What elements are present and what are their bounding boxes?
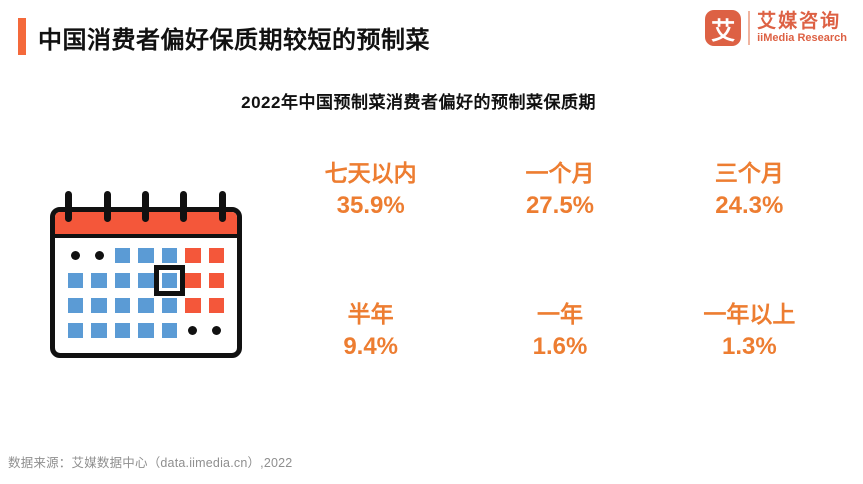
stat-label: 七天以内: [324, 160, 417, 186]
calendar-day-square: [91, 298, 107, 313]
calendar-pin: [218, 191, 226, 222]
calendar-selected-day: [153, 265, 186, 296]
stat-label: 一个月: [525, 160, 595, 186]
page-title: 中国消费者偏好保质期较短的预制菜: [38, 27, 430, 54]
calendar-day-square: [138, 273, 154, 288]
calendar-day-square: [185, 298, 201, 313]
calendar-pin: [180, 191, 188, 222]
stat-label: 三个月: [714, 160, 784, 186]
calendar-day-square: [91, 323, 107, 338]
calendar-day-square: [68, 298, 84, 313]
calendar-day-square: [138, 298, 154, 313]
calendar-day-square: [161, 298, 178, 313]
stat-value: 9.4%: [343, 333, 399, 360]
calendar-grid: [55, 238, 237, 346]
calendar-day-square: [91, 273, 107, 288]
stat-value: 27.5%: [525, 192, 595, 219]
stat-item-over1year: 一年以上 1.3%: [655, 299, 844, 363]
calendar-day-square: [208, 273, 224, 288]
calendar-dot: [185, 323, 200, 338]
calendar-day-square: [185, 273, 201, 288]
stat-value: 35.9%: [336, 192, 405, 219]
calendar-pin: [103, 191, 111, 222]
calendar-icon: [50, 191, 242, 361]
stat-label: 半年: [347, 301, 394, 327]
logo-name-cn: 艾媒咨询: [757, 11, 842, 32]
calendar-day-square: [185, 248, 201, 263]
stat-item-1month: 一个月 27.5%: [465, 158, 654, 222]
title-accent-bar: [18, 18, 26, 55]
calendar-day-square: [138, 248, 154, 263]
stat-item-3months: 三个月 24.3%: [655, 158, 844, 222]
calendar-day-square: [161, 323, 178, 338]
calendar-day-square: [114, 323, 131, 338]
logo-icon-glyph: 艾: [711, 17, 736, 45]
data-source: 数据来源：艾媒数据中心（data.iimedia.cn）,2022: [8, 456, 293, 470]
calendar-body: [50, 207, 242, 358]
logo-name-en: iiMedia Research: [757, 32, 847, 44]
stat-item-halfyear: 半年 9.4%: [276, 299, 465, 363]
stat-value: 1.6%: [532, 333, 588, 360]
calendar-day-square: [138, 323, 154, 338]
calendar-day-square: [68, 273, 84, 288]
calendar-day-square: [161, 248, 178, 263]
calendar-pin: [65, 191, 73, 222]
stat-item-7days: 七天以内 35.9%: [276, 158, 465, 222]
stat-label: 一年以上: [703, 301, 796, 327]
stat-value: 24.3%: [715, 192, 784, 219]
calendar-day-square: [114, 248, 131, 263]
logo-text: 艾媒咨询 iiMedia Research: [757, 11, 847, 45]
stat-label: 一年: [536, 301, 583, 327]
calendar-day-square: [208, 298, 224, 313]
calendar-day-square: [114, 298, 131, 313]
brand-logo: 艾 艾媒咨询 iiMedia Research: [705, 10, 847, 46]
calendar-pin: [142, 191, 149, 222]
iimedia-logo-icon: 艾: [705, 10, 742, 46]
calendar-dot: [68, 248, 83, 263]
calendar-dot: [209, 323, 224, 338]
calendar-day-square: [208, 248, 224, 263]
stats-grid: 七天以内 35.9% 一个月 27.5% 三个月 24.3% 半年 9.4% 一…: [276, 158, 844, 363]
stat-value: 1.3%: [721, 333, 777, 360]
logo-divider: [748, 11, 751, 45]
calendar-day-square: [68, 323, 84, 338]
calendar-day-square: [114, 273, 131, 288]
calendar-dot: [91, 248, 106, 263]
chart-title: 2022年中国预制菜消费者偏好的预制菜保质期: [241, 93, 596, 112]
stat-item-1year: 一年 1.6%: [465, 299, 654, 363]
